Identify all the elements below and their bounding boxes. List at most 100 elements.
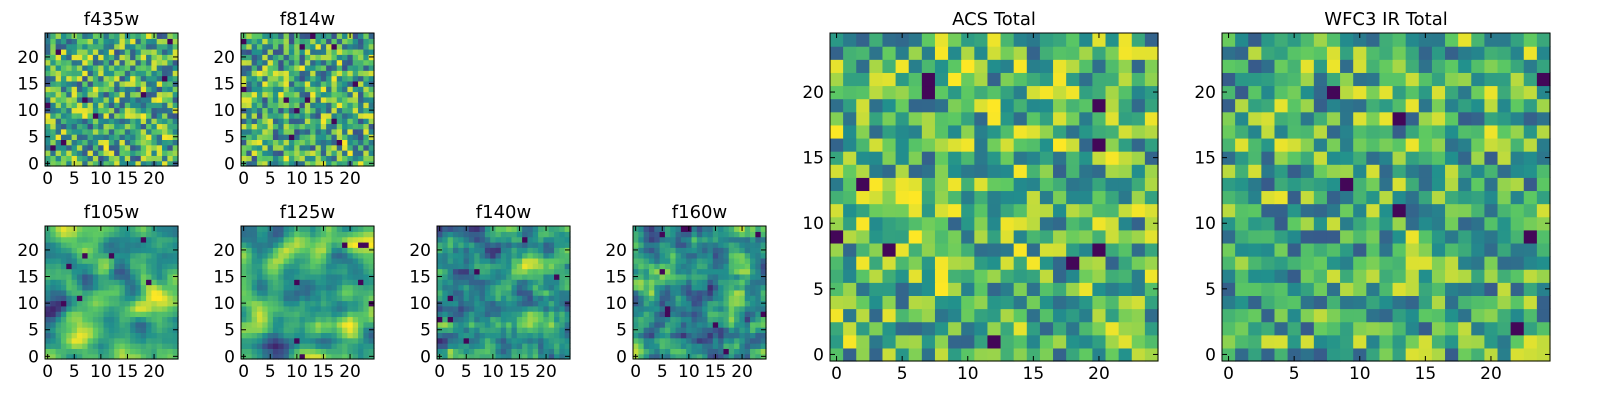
heatmap-cell <box>442 311 449 318</box>
heatmap-cell <box>363 43 370 50</box>
heatmap-cell <box>548 236 555 243</box>
heatmap-cell <box>744 279 751 286</box>
heatmap-cell <box>310 33 317 39</box>
heatmap-cell <box>921 308 936 323</box>
heatmap-cell <box>1144 229 1159 244</box>
heatmap-cell <box>256 231 263 238</box>
heatmap-cell <box>538 337 544 344</box>
heatmap-cell <box>108 134 115 140</box>
heatmap-cell <box>1510 229 1525 244</box>
heatmap-cell <box>734 327 740 333</box>
heatmap-cell <box>1523 229 1538 244</box>
heatmap-cell <box>135 59 142 66</box>
heatmap-cell <box>50 311 57 318</box>
heatmap-cell <box>172 75 179 82</box>
heatmap-cell <box>278 144 285 151</box>
heatmap-cell <box>246 257 253 264</box>
heatmap-cell <box>447 316 454 323</box>
heatmap-cell <box>691 273 698 280</box>
heatmap-cell <box>326 80 333 87</box>
heatmap-cell <box>320 343 327 349</box>
heatmap-cell <box>310 279 317 286</box>
heatmap-cell <box>707 311 714 318</box>
heatmap-cell <box>1510 334 1525 349</box>
heatmap-cell <box>548 332 555 339</box>
heatmap-cell <box>363 257 370 264</box>
heatmap-cell <box>82 59 89 66</box>
heatmap-cell <box>135 91 142 98</box>
heatmap-cell <box>241 279 247 286</box>
heatmap-cell <box>272 91 279 98</box>
heatmap-cell <box>82 123 89 130</box>
heatmap-cell <box>124 263 131 270</box>
heatmap-cell <box>755 353 762 360</box>
heatmap-cell <box>347 231 354 238</box>
heatmap-cell <box>686 273 693 280</box>
heatmap-cell <box>479 268 486 275</box>
heatmap-cell <box>256 112 263 119</box>
heatmap-cell <box>320 311 327 318</box>
heatmap-cell <box>750 231 756 238</box>
heatmap-cell <box>675 311 682 318</box>
heatmap-cell <box>66 70 73 77</box>
heatmap-cell <box>241 118 247 125</box>
heatmap-cell <box>1458 177 1472 192</box>
heatmap-cell <box>256 289 263 296</box>
heatmap-cell <box>71 128 78 135</box>
heatmap-cell <box>304 311 311 318</box>
heatmap-cell <box>648 268 655 275</box>
heatmap-cell <box>564 252 571 259</box>
heatmap-cell <box>246 279 253 286</box>
heatmap-cell <box>490 337 497 344</box>
heatmap-cell <box>1118 111 1133 126</box>
heatmap-cell <box>452 241 459 248</box>
heatmap-cell <box>760 343 767 349</box>
heatmap-cell <box>548 252 555 259</box>
heatmap-cell <box>50 54 57 61</box>
heatmap-cell <box>262 38 269 45</box>
heatmap-cell <box>246 33 253 39</box>
heatmap-cell <box>352 43 359 50</box>
heatmap-cell <box>288 236 295 243</box>
heatmap-cell <box>633 252 639 259</box>
heatmap-cell <box>1131 216 1146 231</box>
heatmap-cell <box>108 343 115 349</box>
heatmap-cell <box>1079 98 1093 113</box>
heatmap-cell <box>1026 229 1041 244</box>
y-tick-label: 15 <box>605 268 627 288</box>
heatmap-cell <box>843 33 857 47</box>
heatmap-cell <box>538 300 544 307</box>
heatmap-cell <box>124 348 131 355</box>
heatmap-cell <box>554 241 560 248</box>
heatmap-cell <box>1105 269 1120 283</box>
heatmap-cell <box>87 257 94 264</box>
heatmap-cell <box>114 33 121 39</box>
heatmap-cell <box>532 236 539 243</box>
heatmap-cell <box>251 107 258 114</box>
heatmap-cell <box>76 348 83 355</box>
heatmap-cell <box>712 348 719 355</box>
heatmap-cell <box>76 160 83 167</box>
heatmap-cell <box>103 160 110 167</box>
heatmap-cell <box>506 348 513 355</box>
heatmap-cell <box>124 337 131 344</box>
heatmap-cell <box>130 107 137 114</box>
heatmap-cell <box>895 334 910 349</box>
heatmap-cell <box>71 295 78 302</box>
heatmap-cell <box>124 96 131 103</box>
heatmap-cell <box>114 112 121 119</box>
x-tick-label: 10 <box>90 169 112 189</box>
heatmap-cell <box>60 332 67 339</box>
heatmap-cell <box>664 252 671 259</box>
heatmap-cell <box>256 252 263 259</box>
heatmap-cell <box>151 295 158 302</box>
heatmap-cell <box>495 279 502 286</box>
heatmap-cell <box>718 327 725 333</box>
heatmap-cell <box>934 137 949 152</box>
heatmap-cell <box>495 263 502 270</box>
y-tick-label: 0 <box>813 345 824 365</box>
heatmap-cell <box>55 86 62 93</box>
heatmap-cell <box>82 332 89 339</box>
heatmap-cell <box>342 38 348 45</box>
